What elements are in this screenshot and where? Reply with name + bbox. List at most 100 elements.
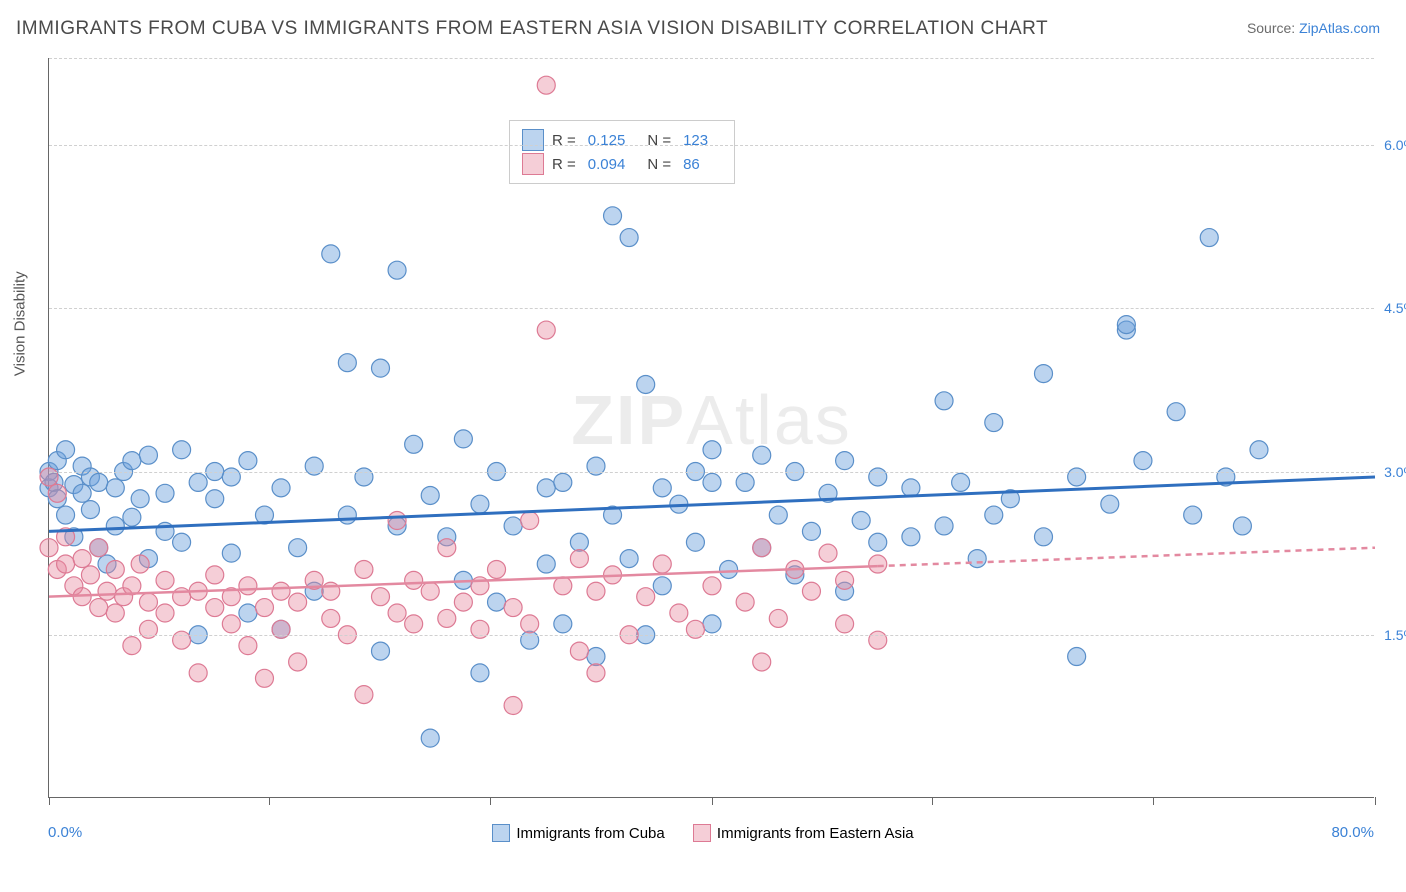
scatter-point: [355, 686, 373, 704]
scatter-point: [604, 207, 622, 225]
scatter-point: [338, 506, 356, 524]
scatter-point: [819, 544, 837, 562]
chart-title: IMMIGRANTS FROM CUBA VS IMMIGRANTS FROM …: [16, 18, 1048, 40]
scatter-point: [57, 506, 75, 524]
scatter-point: [106, 479, 124, 497]
scatter-point: [935, 517, 953, 535]
y-tick-label: 4.5%: [1384, 300, 1406, 316]
scatter-point: [139, 446, 157, 464]
scatter-point: [836, 452, 854, 470]
scatter-point: [106, 560, 124, 578]
scatter-point: [504, 517, 522, 535]
scatter-point: [968, 550, 986, 568]
scatter-point: [653, 555, 671, 573]
scatter-point: [57, 441, 75, 459]
scatter-point: [753, 653, 771, 671]
scatter-point: [703, 615, 721, 633]
scatter-point: [769, 609, 787, 627]
scatter-point: [239, 604, 257, 622]
grid-line: [49, 635, 1374, 636]
scatter-point: [372, 359, 390, 377]
scatter-point: [106, 604, 124, 622]
scatter-point: [985, 506, 1003, 524]
grid-line: [49, 308, 1374, 309]
scatter-point: [123, 508, 141, 526]
scatter-point: [239, 577, 257, 595]
scatter-point: [1101, 495, 1119, 513]
scatter-point: [239, 452, 257, 470]
scatter-point: [869, 555, 887, 573]
scatter-point: [769, 506, 787, 524]
scatter-point: [372, 588, 390, 606]
x-tick: [712, 797, 713, 805]
scatter-point: [952, 473, 970, 491]
scatter-point: [289, 539, 307, 557]
y-tick-label: 3.0%: [1384, 464, 1406, 480]
scatter-point: [537, 479, 555, 497]
plot-area: ZIPAtlas R = 0.125 N = 123 R = 0.094 N =…: [48, 58, 1374, 798]
scatter-point: [554, 615, 572, 633]
scatter-point: [852, 512, 870, 530]
scatter-point: [686, 533, 704, 551]
scatter-point: [131, 555, 149, 573]
scatter-point: [1184, 506, 1202, 524]
scatter-point: [703, 473, 721, 491]
scatter-point: [620, 550, 638, 568]
x-tick: [1153, 797, 1154, 805]
scatter-point: [322, 245, 340, 263]
legend-swatch-icon: [693, 824, 711, 842]
scatter-point: [272, 479, 290, 497]
scatter-point: [902, 528, 920, 546]
scatter-point: [1035, 528, 1053, 546]
x-tick: [49, 797, 50, 805]
scatter-point: [131, 490, 149, 508]
y-tick-label: 6.0%: [1384, 137, 1406, 153]
scatter-point: [935, 392, 953, 410]
source-link[interactable]: ZipAtlas.com: [1299, 20, 1380, 36]
scatter-point: [488, 560, 506, 578]
scatter-point: [405, 615, 423, 633]
scatter-point: [1117, 316, 1135, 334]
scatter-point: [637, 375, 655, 393]
series-legend: Immigrants from Cuba Immigrants from Eas…: [0, 824, 1406, 846]
legend-item-asia: Immigrants from Eastern Asia: [693, 824, 914, 842]
scatter-point: [222, 544, 240, 562]
scatter-point: [206, 566, 224, 584]
scatter-point: [438, 609, 456, 627]
scatter-point: [637, 588, 655, 606]
scatter-point: [902, 479, 920, 497]
scatter-point: [106, 517, 124, 535]
scatter-point: [189, 664, 207, 682]
grid-line: [49, 472, 1374, 473]
scatter-point: [570, 642, 588, 660]
scatter-point: [173, 533, 191, 551]
legend-swatch-icon: [492, 824, 510, 842]
grid-line: [49, 58, 1374, 59]
regression-line-extrapolated: [878, 548, 1375, 566]
scatter-point: [173, 441, 191, 459]
stats-legend: R = 0.125 N = 123 R = 0.094 N = 86: [509, 120, 735, 184]
scatter-point: [1233, 517, 1251, 535]
scatter-point: [753, 446, 771, 464]
scatter-point: [1068, 648, 1086, 666]
scatter-point: [985, 414, 1003, 432]
scatter-point: [405, 435, 423, 453]
scatter-point: [255, 599, 273, 617]
grid-line: [49, 145, 1374, 146]
scatter-point: [222, 615, 240, 633]
scatter-point: [81, 566, 99, 584]
scatter-point: [289, 653, 307, 671]
scatter-point: [81, 501, 99, 519]
scatter-point: [123, 452, 141, 470]
scatter-point: [421, 729, 439, 747]
scatter-point: [1250, 441, 1268, 459]
scatter-point: [388, 512, 406, 530]
scatter-point: [438, 539, 456, 557]
chart-container: IMMIGRANTS FROM CUBA VS IMMIGRANTS FROM …: [0, 0, 1406, 892]
stats-legend-row-cuba: R = 0.125 N = 123: [522, 129, 722, 151]
y-axis-title: Vision Disability: [12, 271, 29, 376]
scatter-point: [40, 539, 58, 557]
legend-item-cuba: Immigrants from Cuba: [492, 824, 664, 842]
scatter-point: [123, 637, 141, 655]
scatter-point: [156, 571, 174, 589]
